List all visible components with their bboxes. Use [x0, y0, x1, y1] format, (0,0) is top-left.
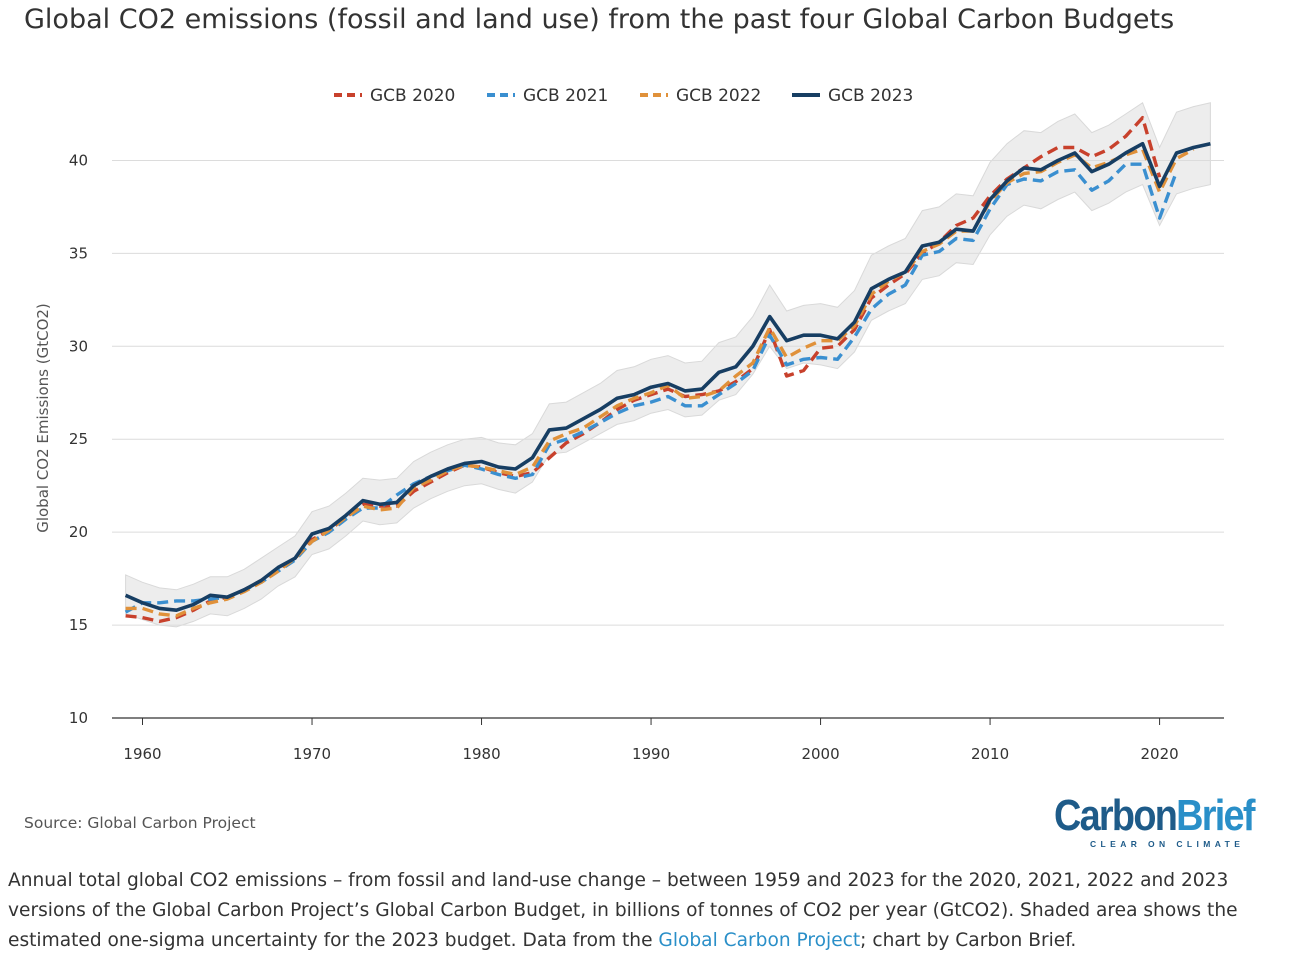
x-tick-label: 1980 [462, 745, 500, 763]
x-tick-label: 2010 [971, 745, 1009, 763]
logo-wordmark: CarbonBrief [1054, 791, 1255, 840]
caption-text-end: ; chart by Carbon Brief. [860, 930, 1077, 951]
caption-text: Annual total global CO2 emissions – from… [8, 870, 1238, 951]
uncertainty-band [125, 102, 1211, 628]
y-tick-label: 30 [69, 337, 88, 355]
legend-label-gcb2020: GCB 2020 [370, 86, 455, 106]
y-tick-label: 15 [69, 616, 88, 634]
chart-title: Global CO2 emissions (fossil and land us… [24, 4, 1175, 35]
legend-label-gcb2023: GCB 2023 [828, 86, 913, 106]
x-tick-label: 1960 [123, 745, 161, 763]
x-tick-label: 1970 [293, 745, 331, 763]
logo-tagline: CLEAR ON CLIMATE [1090, 839, 1245, 849]
global-carbon-project-link[interactable]: Global Carbon Project [658, 930, 861, 951]
figure-caption: Annual total global CO2 emissions – from… [8, 866, 1300, 956]
x-tick-label: 1990 [632, 745, 670, 763]
y-tick-label: 20 [69, 523, 88, 541]
series-layer [124, 115, 1211, 624]
gridlines [112, 159, 1224, 626]
source-note: Source: Global Carbon Project [24, 814, 256, 832]
legend-label-gcb2021: GCB 2021 [523, 86, 608, 106]
legend-label-gcb2022: GCB 2022 [676, 86, 761, 106]
line-chart: GCB 2020 GCB 2021 GCB 2022 GCB 2023 1015202… [34, 86, 1224, 763]
y-axis-title: Global CO2 Emissions (GtCO2) [34, 303, 52, 533]
series-line-gcb2023 [124, 141, 1211, 613]
series-line-gcb2022 [125, 147, 1195, 618]
axes: 10 15 20 25 30 35 40 1960 1970 1980 1990 2000 2010 20… [34, 151, 1224, 763]
uncertainty-band-layer [125, 102, 1211, 628]
y-tick-label: 40 [69, 151, 88, 169]
x-tick-label: 2000 [801, 745, 839, 763]
carbonbrief-logo: CarbonBrief CLEAR ON CLIMATE [1054, 791, 1255, 850]
y-tick-label: 25 [69, 430, 88, 448]
y-tick-label: 10 [69, 709, 88, 727]
y-tick-label: 35 [69, 244, 88, 262]
x-tick-label: 2020 [1140, 745, 1178, 763]
legend: GCB 2020 GCB 2021 GCB 2022 GCB 2023 [334, 86, 913, 106]
